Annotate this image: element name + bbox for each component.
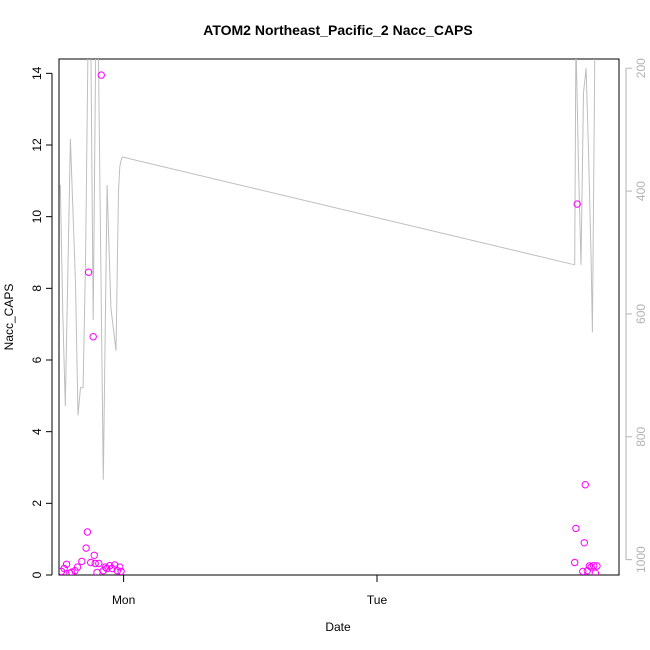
y-tick-label-right: 400	[634, 181, 648, 201]
data-point	[90, 551, 98, 559]
x-axis: Mon Tue	[112, 574, 388, 607]
data-point	[572, 524, 580, 533]
data-point	[73, 563, 82, 571]
y-tick-label-right: 600	[634, 304, 648, 324]
data-point	[62, 560, 71, 568]
y-tick-label-left: 10	[30, 210, 44, 224]
chart-title: ATOM2 Northeast_Pacific_2 Nacc_CAPS	[203, 22, 472, 38]
y-tick-label-left: 8	[30, 285, 44, 292]
series-line	[59, 59, 596, 480]
data-point	[60, 564, 68, 573]
y-axis-label: Nacc_CAPS	[2, 284, 16, 351]
data-point	[83, 528, 92, 536]
data-point	[581, 481, 589, 489]
x-tick-label: Mon	[112, 593, 135, 607]
data-point	[82, 544, 90, 552]
data-point	[91, 559, 99, 568]
data-point	[101, 563, 110, 571]
data-point	[116, 563, 124, 571]
y-tick-label-left: 4	[30, 428, 44, 435]
y-tick-label-left: 14	[30, 66, 44, 80]
data-point	[591, 569, 600, 575]
data-point	[571, 558, 579, 567]
data-point	[78, 557, 86, 566]
data-point	[590, 562, 598, 570]
data-point	[99, 567, 108, 575]
y-tick-label-left: 0	[30, 571, 44, 578]
x-axis-label: Date	[325, 620, 351, 634]
data-point	[68, 568, 76, 575]
data-point	[580, 539, 588, 547]
data-point	[87, 558, 95, 567]
y-tick-label-right: 200	[634, 58, 648, 78]
line-series-layer	[59, 59, 596, 480]
data-point	[84, 268, 93, 276]
y-axis-right: 200 400 600 800 1000	[625, 58, 648, 573]
data-point	[585, 562, 594, 570]
y-tick-label-right: 800	[634, 426, 648, 446]
data-point	[95, 559, 103, 568]
data-point	[573, 200, 581, 208]
y-tick-label-right: 1000	[634, 546, 648, 573]
y-tick-label-left: 2	[30, 500, 44, 507]
data-point	[117, 567, 125, 575]
data-point	[97, 71, 106, 79]
data-point	[593, 562, 601, 570]
y-axis-left: 0 2 4 6 8 10 12 14	[30, 66, 53, 578]
y-tick-label-left: 12	[30, 138, 44, 152]
data-point	[89, 333, 97, 341]
y-tick-label-left: 6	[30, 356, 44, 363]
x-tick-label: Tue	[367, 593, 388, 607]
data-point	[579, 567, 587, 575]
point-series-layer	[59, 71, 601, 575]
